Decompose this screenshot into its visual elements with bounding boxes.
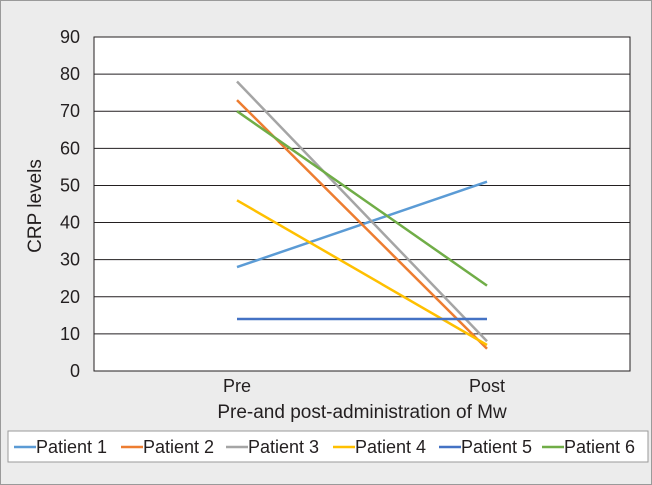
y-tick-label: 90 — [60, 27, 80, 47]
y-tick-label: 80 — [60, 64, 80, 84]
legend-label: Patient 4 — [355, 437, 426, 457]
series-lines — [236, 80, 488, 350]
legend-label: Patient 5 — [461, 437, 532, 457]
y-tick-label: 20 — [60, 287, 80, 307]
y-axis-title: CRP levels — [25, 159, 46, 253]
legend-label: Patient 2 — [143, 437, 214, 457]
legend-label: Patient 6 — [564, 437, 635, 457]
legend-label: Patient 3 — [248, 437, 319, 457]
y-tick-label: 50 — [60, 175, 80, 195]
x-tick-label: Post — [469, 376, 505, 396]
x-tick-labels: Pre Post — [223, 376, 505, 396]
legend-label: Patient 1 — [36, 437, 107, 457]
y-tick-label: 10 — [60, 324, 80, 344]
x-tick-label: Pre — [223, 376, 251, 396]
series-line-patient-6 — [236, 110, 488, 287]
legend: Patient 1 Patient 2 Patient 3 Patient 4 Pati… — [14, 437, 635, 457]
y-tick-label: 70 — [60, 101, 80, 121]
series-line-patient-3 — [236, 80, 488, 343]
legend-box — [7, 430, 649, 463]
y-tick-label: 40 — [60, 213, 80, 233]
y-tick-labels: 0 10 20 30 40 50 60 70 80 90 — [60, 27, 80, 381]
plot-area — [93, 36, 631, 372]
grid-lines — [94, 73, 630, 335]
y-tick-label: 60 — [60, 138, 80, 158]
y-tick-label: 30 — [60, 250, 80, 270]
x-axis-title: Pre-and post-administration of Mw — [217, 402, 507, 423]
series-line-patient-4 — [236, 199, 488, 347]
y-tick-label: 0 — [70, 361, 80, 381]
